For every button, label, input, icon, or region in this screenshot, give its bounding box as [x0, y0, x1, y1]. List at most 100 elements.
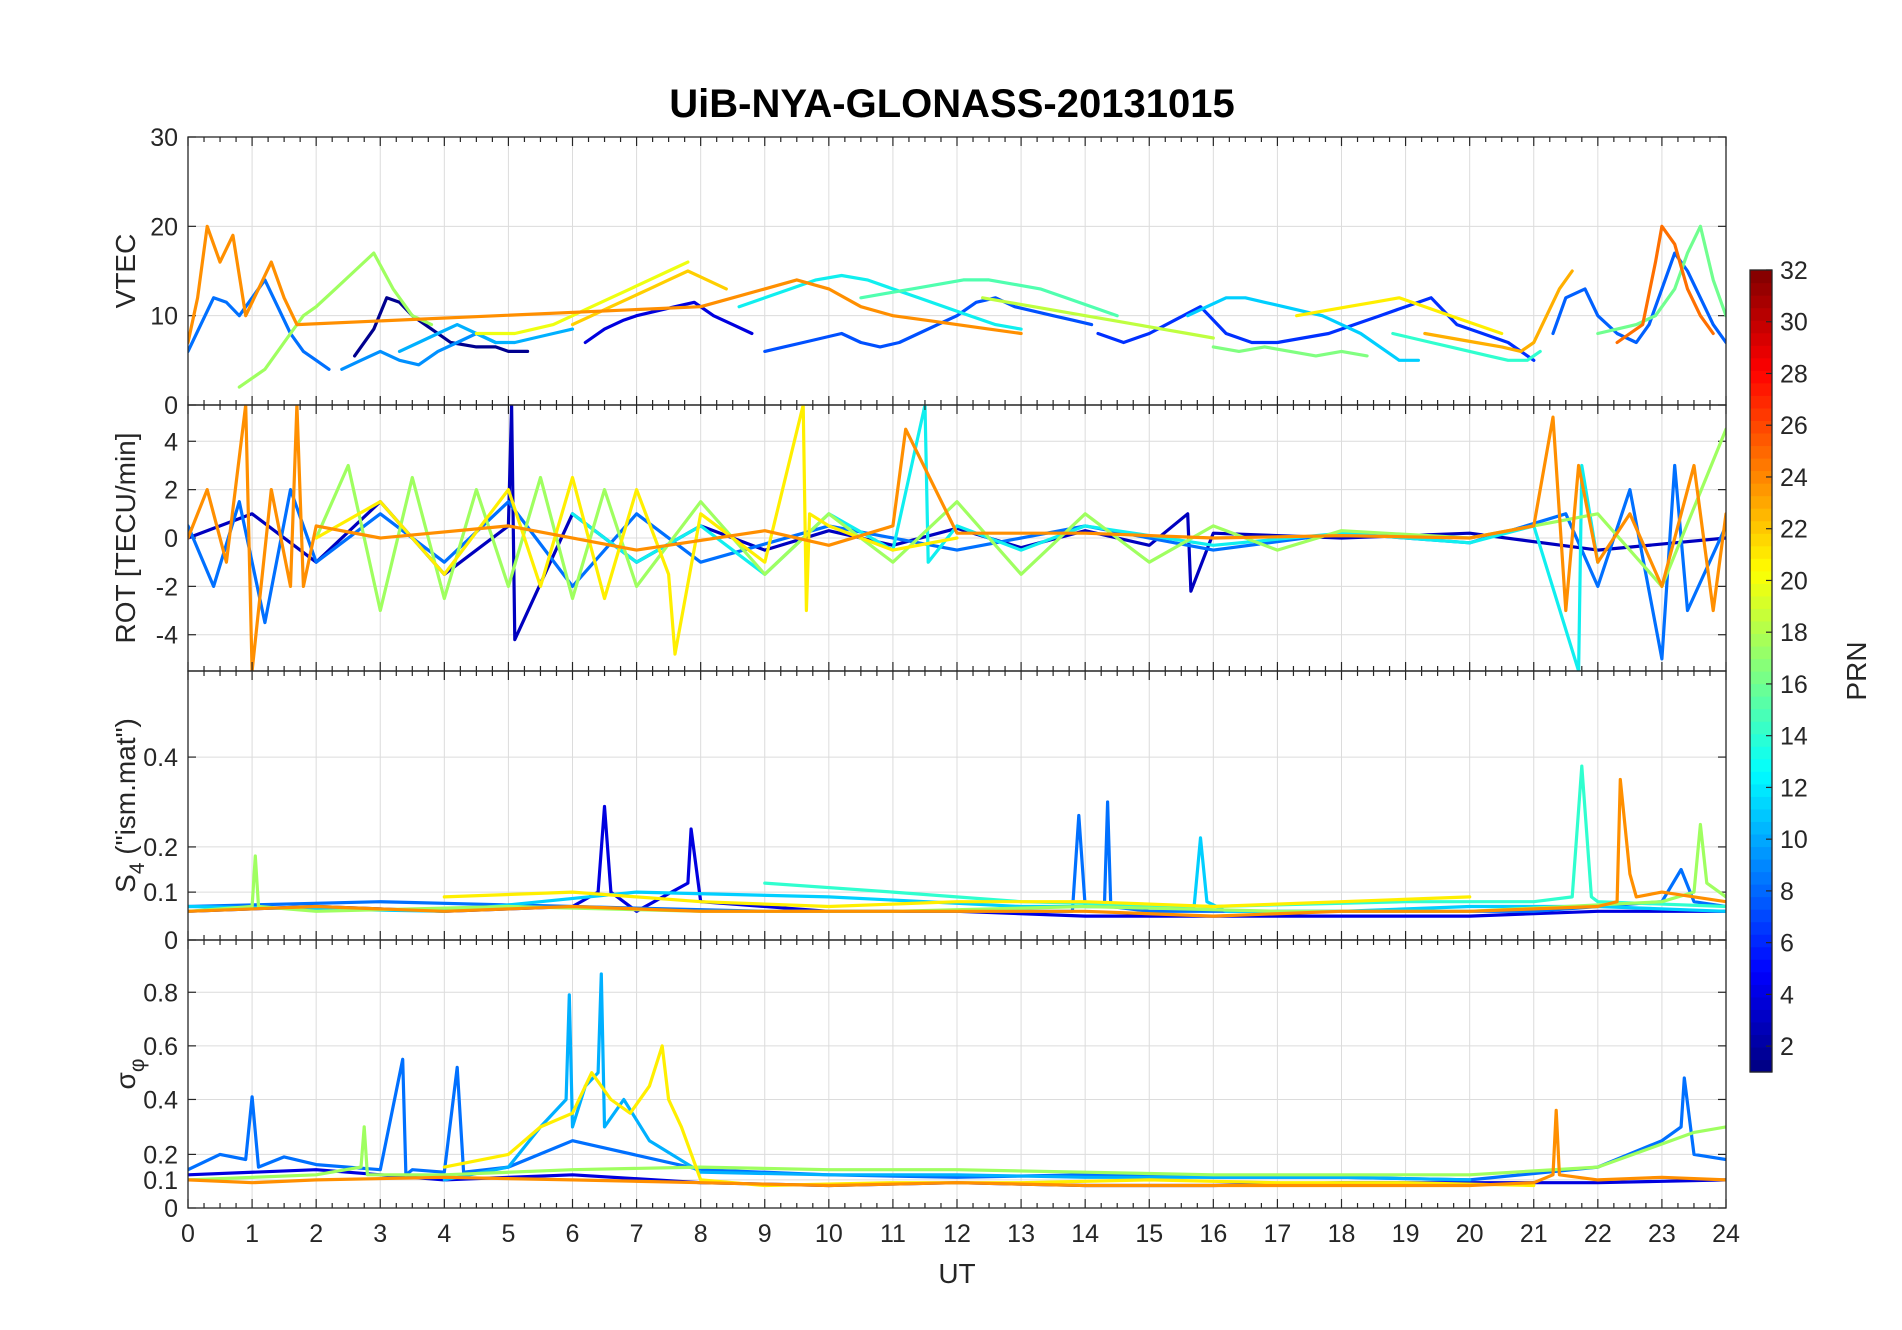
colorbar-tick-label: 12: [1780, 774, 1808, 802]
x-tick-label: 12: [943, 1220, 971, 1248]
y-label-rest: ("ism.mat"): [110, 718, 141, 862]
colorbar-segment: [1750, 871, 1772, 885]
y-tick-label: 0.4: [143, 1086, 178, 1114]
colorbar-segment: [1750, 307, 1772, 321]
y-tick-label: 0.6: [143, 1033, 178, 1061]
colorbar-segment: [1750, 570, 1772, 584]
series-group: [188, 764, 1726, 918]
y-axis-label-sigma_phi: σφ: [110, 1059, 149, 1090]
colorbar-segment: [1750, 270, 1772, 284]
series-prn-19: [980, 296, 1215, 340]
series-prn-21: [314, 405, 959, 656]
series-prn-18: [237, 251, 434, 389]
colorbar-segment: [1750, 858, 1772, 873]
colorbar-segment: [1750, 1034, 1772, 1048]
x-tick-label: 5: [501, 1220, 515, 1248]
panel-frame: [187, 939, 1727, 1209]
y-tick-label: 0: [164, 927, 178, 955]
colorbar-segment: [1750, 495, 1772, 509]
colorbar-segment: [1750, 370, 1772, 384]
series-prn-15: [859, 278, 1119, 318]
series-prn-13: [737, 273, 1023, 331]
x-tick-label: 6: [566, 1220, 580, 1248]
x-tick-label: 15: [1135, 1220, 1163, 1248]
x-tick-label: 10: [815, 1220, 843, 1248]
colorbar-segment: [1750, 1059, 1772, 1073]
y-label-main: σ: [110, 1072, 141, 1089]
y-tick-label: 4: [164, 428, 178, 456]
colorbar-tick-label: 16: [1780, 671, 1808, 699]
colorbar-segment: [1750, 407, 1772, 421]
y-axis-label-rot: ROT [TECU/min]: [110, 432, 141, 643]
colorbar-segment: [1750, 934, 1772, 948]
series-prn-17: [1211, 345, 1369, 358]
colorbar-segment: [1750, 758, 1772, 772]
colorbar-segment: [1750, 533, 1772, 547]
colorbar-frame: [1749, 269, 1773, 1073]
colorbar-tick-label: 26: [1780, 412, 1808, 440]
y-tick-label: 10: [150, 303, 178, 331]
series-prn-21: [442, 890, 1472, 909]
colorbar-segment: [1750, 332, 1772, 346]
y-tick-label: -2: [156, 573, 178, 601]
colorbar-segment: [1750, 746, 1772, 760]
y-label-main: S: [110, 874, 141, 893]
x-tick-label: 18: [1328, 1220, 1356, 1248]
y-tick-label: 0.2: [143, 834, 178, 862]
x-tick-label: 7: [630, 1220, 644, 1248]
series-prn-11: [442, 972, 1472, 1182]
colorbar-segment: [1750, 420, 1772, 434]
colorbar-segment: [1750, 620, 1772, 635]
colorbar-segment: [1750, 382, 1772, 396]
colorbar-segment: [1750, 470, 1772, 484]
series-group: [188, 224, 1726, 389]
series-prn-14: [1391, 331, 1542, 362]
colorbar-segment: [1750, 1021, 1772, 1036]
colorbar-segment: [1750, 896, 1772, 910]
colorbar-segment: [1750, 821, 1772, 835]
colorbar-tick-label: 24: [1780, 464, 1808, 492]
series-prn-7: [1551, 251, 1726, 345]
x-axis-label: UT: [938, 1258, 975, 1289]
colorbar-tick-label: 22: [1780, 516, 1808, 544]
series-prn-18: [188, 1125, 1726, 1182]
colorbar-segment: [1750, 708, 1772, 722]
colorbar-segment: [1750, 771, 1772, 785]
panel-s4: 00.10.20.4S4 ("ism.mat"): [110, 670, 1727, 955]
colorbar-segment: [1750, 445, 1772, 459]
series-group: [188, 405, 1726, 671]
colorbar-tick-label: 32: [1780, 257, 1808, 285]
x-tick-label: 1: [245, 1220, 259, 1248]
y-tick-label: 0.8: [143, 979, 178, 1007]
y-tick-label: 30: [150, 124, 178, 152]
colorbar-segment: [1750, 733, 1772, 747]
chart-title: UiB-NYA-GLONASS-20131015: [669, 82, 1234, 126]
x-tick-label: 8: [694, 1220, 708, 1248]
colorbar-segment: [1750, 558, 1772, 572]
colorbar-segment: [1750, 946, 1772, 960]
colorbar-segment: [1750, 633, 1772, 647]
series-prn-16: [1596, 224, 1726, 336]
series-prn-21: [442, 1044, 1536, 1188]
colorbar-segment: [1750, 1046, 1772, 1061]
y-tick-label: 0.1: [143, 1167, 178, 1195]
colorbar-tick-label: 2: [1780, 1033, 1794, 1061]
colorbar-tick-label: 18: [1780, 619, 1808, 647]
x-tick-label: 16: [1199, 1220, 1227, 1248]
series-prn-21: [1294, 296, 1504, 336]
colorbar-segment: [1750, 1009, 1772, 1023]
x-tick-label: 17: [1264, 1220, 1292, 1248]
x-tick-label: 0: [181, 1220, 195, 1248]
colorbar-segment: [1750, 457, 1772, 472]
colorbar-segment: [1750, 595, 1772, 609]
colorbar-segment: [1750, 696, 1772, 710]
colorbar-segment: [1750, 345, 1772, 359]
colorbar-segment: [1750, 984, 1772, 998]
x-tick-label: 20: [1456, 1220, 1484, 1248]
series-prn-5: [1096, 296, 1536, 362]
colorbar-segment: [1750, 996, 1772, 1010]
series-prn-11: [397, 323, 575, 353]
colorbar-segment: [1750, 833, 1772, 848]
series-group: [188, 972, 1726, 1188]
series-prn-25: [1615, 224, 1715, 345]
